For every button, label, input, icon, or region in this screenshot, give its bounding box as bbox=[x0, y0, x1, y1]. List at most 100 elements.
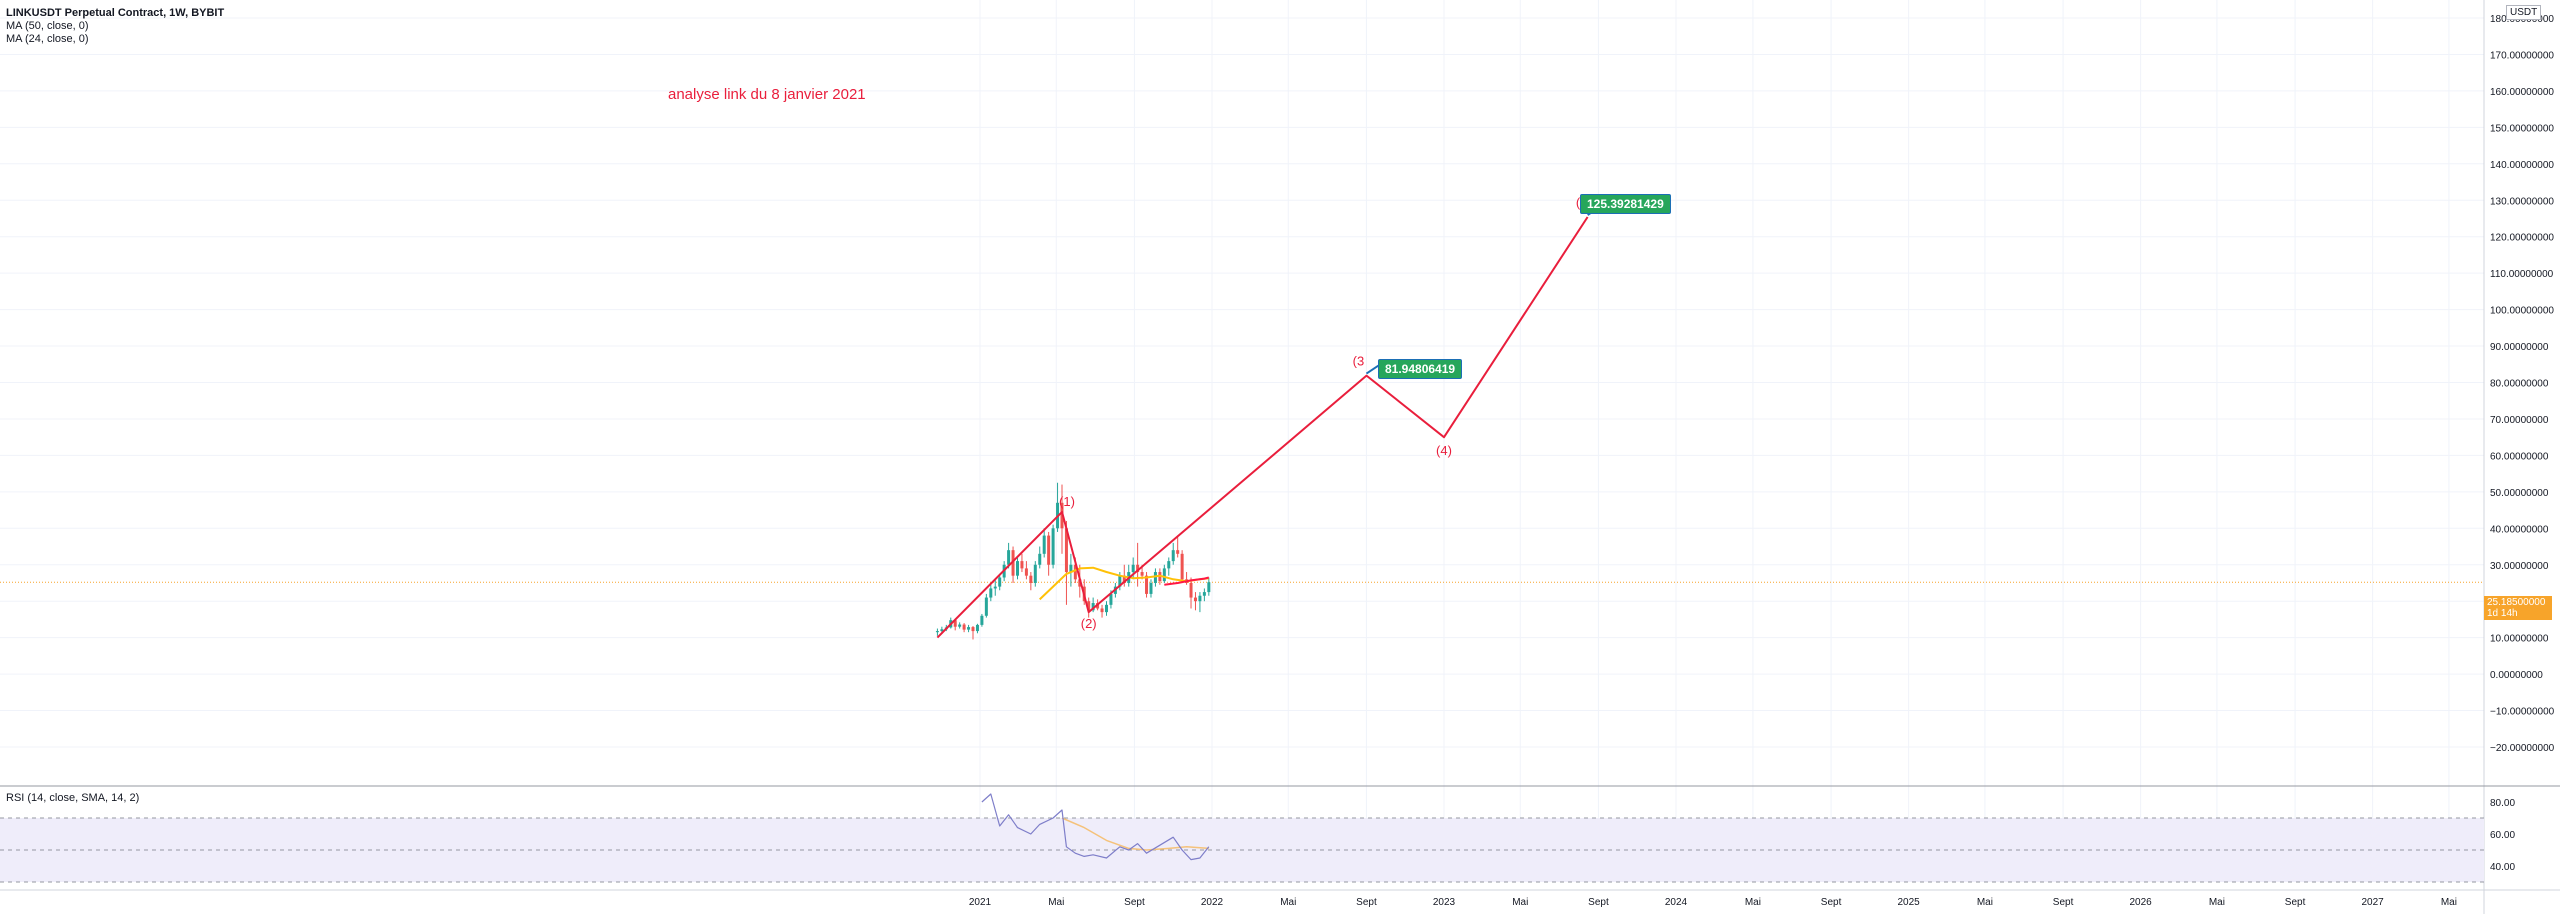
candle bbox=[1038, 546, 1042, 569]
time-axis-tick: Mai bbox=[2209, 897, 2225, 908]
ma50-legend[interactable]: MA (50, close, 0) bbox=[6, 20, 89, 32]
candle-body bbox=[1162, 568, 1166, 582]
wave-label: (3 bbox=[1353, 354, 1365, 369]
time-axis-tick: Mai bbox=[1048, 897, 1064, 908]
candle bbox=[1033, 561, 1037, 587]
time-axis-tick: 2023 bbox=[1433, 897, 1456, 908]
candle bbox=[1185, 572, 1189, 585]
price-axis-tick: 30.00000000 bbox=[2490, 561, 2549, 572]
candle-body bbox=[1016, 561, 1020, 576]
rsi-sma-line bbox=[1061, 817, 1209, 851]
candle bbox=[1180, 550, 1184, 583]
currency-label[interactable]: USDT bbox=[2506, 5, 2542, 20]
candle-body bbox=[1136, 564, 1140, 573]
candle bbox=[1153, 568, 1157, 587]
candle-body bbox=[1007, 550, 1011, 565]
wave-label: (1) bbox=[1059, 494, 1075, 509]
candle-body bbox=[989, 588, 993, 598]
candle-body bbox=[1131, 564, 1135, 573]
candle bbox=[1171, 542, 1175, 565]
candle bbox=[993, 579, 997, 596]
candle bbox=[1127, 564, 1131, 587]
candle bbox=[1024, 561, 1028, 580]
rsi-axis-tick: 40.00 bbox=[2490, 862, 2515, 873]
time-axis-tick: Mai bbox=[1745, 897, 1761, 908]
candle bbox=[935, 628, 939, 636]
current-price: 25.18500000 bbox=[2487, 597, 2546, 608]
candle bbox=[1176, 535, 1180, 558]
candle-body bbox=[962, 624, 966, 630]
rsi-legend[interactable]: RSI (14, close, SMA, 14, 2) bbox=[6, 792, 140, 804]
candle-body bbox=[940, 629, 944, 632]
candle-body bbox=[935, 631, 939, 633]
candle bbox=[958, 622, 962, 629]
candle bbox=[980, 613, 984, 627]
candle bbox=[1064, 521, 1068, 605]
time-axis-tick: 2026 bbox=[2130, 897, 2153, 908]
price-axis-tick: 150.00000000 bbox=[2490, 123, 2554, 134]
candle bbox=[1136, 542, 1140, 587]
rsi-axis-tick: 80.00 bbox=[2490, 798, 2515, 809]
candle-body bbox=[1064, 528, 1068, 573]
price-axis-tick: 130.00000000 bbox=[2490, 196, 2554, 207]
candle-body bbox=[1167, 561, 1171, 569]
time-axis-tick: Mai bbox=[1512, 897, 1528, 908]
candle bbox=[971, 625, 975, 640]
candle bbox=[1007, 542, 1011, 569]
price-axis-tick: 10.00000000 bbox=[2490, 634, 2549, 645]
candle-body bbox=[1104, 604, 1108, 613]
candle-body bbox=[1051, 528, 1055, 565]
candle bbox=[1100, 604, 1104, 618]
price-axis-tick: 140.00000000 bbox=[2490, 160, 2554, 171]
candle-body bbox=[1038, 553, 1042, 565]
candle-countdown: 1d 14h bbox=[2487, 608, 2518, 619]
candle bbox=[1020, 553, 1024, 573]
candle-body bbox=[1042, 535, 1046, 554]
price-axis-tick: 0.00000000 bbox=[2490, 670, 2543, 681]
time-axis-tick: Sept bbox=[1588, 897, 1609, 908]
time-axis-tick: Mai bbox=[1280, 897, 1296, 908]
candle-body bbox=[1198, 595, 1202, 602]
candle-body bbox=[953, 620, 957, 627]
rsi-line bbox=[981, 793, 1210, 861]
candle bbox=[1193, 592, 1197, 611]
candle bbox=[1145, 572, 1149, 598]
ma24-legend[interactable]: MA (24, close, 0) bbox=[6, 33, 89, 45]
candle bbox=[1162, 564, 1166, 583]
candle bbox=[1104, 601, 1108, 616]
candle-body bbox=[1033, 564, 1037, 583]
candle-body bbox=[1207, 582, 1211, 593]
candle-body bbox=[1047, 535, 1051, 565]
candle bbox=[1016, 557, 1020, 580]
price-axis-tick: −10.00000000 bbox=[2490, 707, 2555, 718]
time-axis-tick: Sept bbox=[2285, 897, 2306, 908]
candle bbox=[1149, 579, 1153, 598]
candle-body bbox=[1145, 575, 1149, 594]
candle bbox=[1069, 553, 1073, 587]
candle bbox=[1131, 557, 1135, 580]
wave-label: (2) bbox=[1081, 616, 1097, 631]
candle-body bbox=[1189, 582, 1193, 598]
price-axis-tick: 110.00000000 bbox=[2490, 269, 2554, 280]
ma50-line bbox=[1164, 576, 1210, 586]
candle-body bbox=[971, 627, 975, 632]
candle-body bbox=[1078, 579, 1082, 587]
price-axis-tick: 160.00000000 bbox=[2490, 87, 2554, 98]
candle-body bbox=[1100, 608, 1104, 613]
candle-body bbox=[1176, 550, 1180, 554]
time-axis-tick: Sept bbox=[1821, 897, 1842, 908]
candle-body bbox=[1109, 593, 1113, 605]
candle-body bbox=[1149, 582, 1153, 594]
price-axis-tick: 50.00000000 bbox=[2490, 488, 2549, 499]
price-axis-tick: 70.00000000 bbox=[2490, 415, 2549, 426]
candle bbox=[1189, 577, 1193, 609]
price-axis-tick: 90.00000000 bbox=[2490, 342, 2549, 353]
time-axis-tick: 2021 bbox=[969, 897, 992, 908]
analysis-annotation: analyse link du 8 janvier 2021 bbox=[668, 86, 866, 103]
price-axis-tick: −20.00000000 bbox=[2490, 743, 2555, 754]
time-axis-tick: 2027 bbox=[2362, 897, 2385, 908]
candle-body bbox=[1091, 603, 1095, 611]
price-axis-tick: 60.00000000 bbox=[2490, 451, 2549, 462]
rsi-axis-tick: 60.00 bbox=[2490, 830, 2515, 841]
